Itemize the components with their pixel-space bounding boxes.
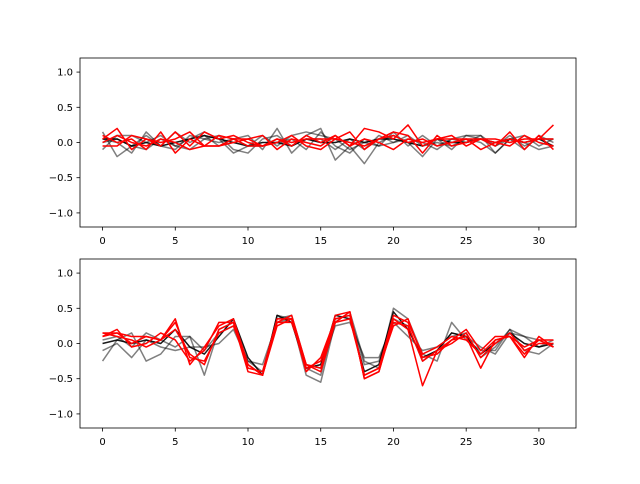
y-tick-label: −1.0: [49, 409, 73, 420]
series-line-1: [101, 307, 554, 383]
y-tick-label: 0.0: [57, 339, 73, 350]
x-tick-label: 5: [172, 236, 178, 247]
x-tick-label: 30: [533, 437, 546, 448]
x-tick-label: 10: [242, 437, 255, 448]
x-tick-label: 15: [314, 437, 327, 448]
series-line-8: [102, 314, 554, 376]
y-tick-label: 0.5: [57, 103, 73, 114]
series-line-2: [102, 131, 554, 154]
x-tick-label: 20: [387, 236, 400, 247]
x-tick-label: 0: [99, 236, 105, 247]
y-tick-label: 1.0: [57, 269, 73, 280]
x-tick-label: 25: [460, 437, 473, 448]
bottom-axes: 0 5 10 15 20 25 30 −1.0 −0.5 0.0 0.5 1.0: [49, 258, 577, 448]
series-line-7: [102, 311, 554, 380]
x-tick-label: 5: [172, 437, 178, 448]
y-tick-label: −0.5: [49, 173, 73, 184]
x-tick-label: 15: [314, 236, 327, 247]
y-tick-label: 0.5: [57, 304, 73, 315]
x-tick-label: 0: [99, 437, 105, 448]
series-line-9: [102, 134, 554, 151]
series-line-6: [102, 314, 554, 376]
x-tick-label: 30: [533, 236, 546, 247]
x-tick-label: 20: [387, 437, 400, 448]
y-tick-label: 1.0: [57, 68, 73, 79]
top-axes: 0 5 10 15 20 25 30 −1.0 −0.5 0.0 0.5 1.0: [49, 57, 577, 247]
y-tick-label: −0.5: [49, 374, 73, 385]
y-tick-label: 0.0: [57, 138, 73, 149]
x-tick-label: 25: [460, 236, 473, 247]
y-tick-label: −1.0: [49, 208, 73, 219]
x-tick-label: 10: [242, 236, 255, 247]
series-line-8: [102, 131, 554, 151]
